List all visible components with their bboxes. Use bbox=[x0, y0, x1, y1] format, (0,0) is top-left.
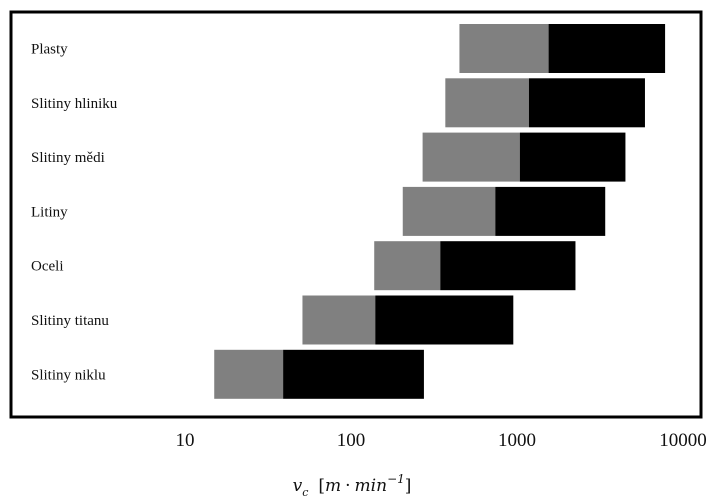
category-label-slitiny-hliniku: Slitiny hliniku bbox=[31, 96, 118, 112]
x-tick-label-100: 100 bbox=[337, 430, 366, 451]
bar-lower-slitiny-hliniku bbox=[445, 78, 529, 128]
x-axis-title: vc [m · min−1] bbox=[293, 472, 412, 499]
bar-upper-slitiny-titanu bbox=[375, 295, 514, 345]
category-label-slitiny-medi: Slitiny mědi bbox=[31, 150, 105, 166]
bar-lower-slitiny-niklu bbox=[214, 349, 284, 399]
bars-group bbox=[214, 24, 666, 399]
category-label-slitiny-titanu: Slitiny titanu bbox=[31, 313, 109, 329]
category-label-oceli: Oceli bbox=[31, 259, 63, 275]
category-label-plasty: Plasty bbox=[31, 42, 68, 58]
x-tick-label-1000: 1000 bbox=[498, 430, 536, 451]
category-labels: Plasty Slitiny hliniku Slitiny mědi Litiny O… bbox=[31, 42, 118, 384]
bar-lower-plasty bbox=[459, 24, 549, 73]
x-tick-label-10: 10 bbox=[176, 430, 195, 451]
bar-upper-plasty bbox=[548, 24, 666, 73]
x-tick-label-10000: 10000 bbox=[659, 430, 707, 451]
x-tick-labels: 10 100 1000 10000 bbox=[176, 430, 707, 451]
bar-lower-oceli bbox=[374, 241, 441, 291]
bar-upper-litiny bbox=[495, 186, 606, 236]
category-label-litiny: Litiny bbox=[31, 204, 68, 220]
bar-upper-slitiny-hliniku bbox=[528, 78, 645, 128]
bar-upper-oceli bbox=[440, 241, 576, 291]
bar-lower-slitiny-titanu bbox=[302, 295, 376, 345]
bar-upper-slitiny-niklu bbox=[283, 349, 424, 399]
bar-lower-slitiny-medi bbox=[422, 132, 520, 182]
category-label-slitiny-niklu: Slitiny niklu bbox=[31, 367, 106, 383]
bar-lower-litiny bbox=[402, 186, 496, 236]
bar-upper-slitiny-medi bbox=[519, 132, 626, 182]
